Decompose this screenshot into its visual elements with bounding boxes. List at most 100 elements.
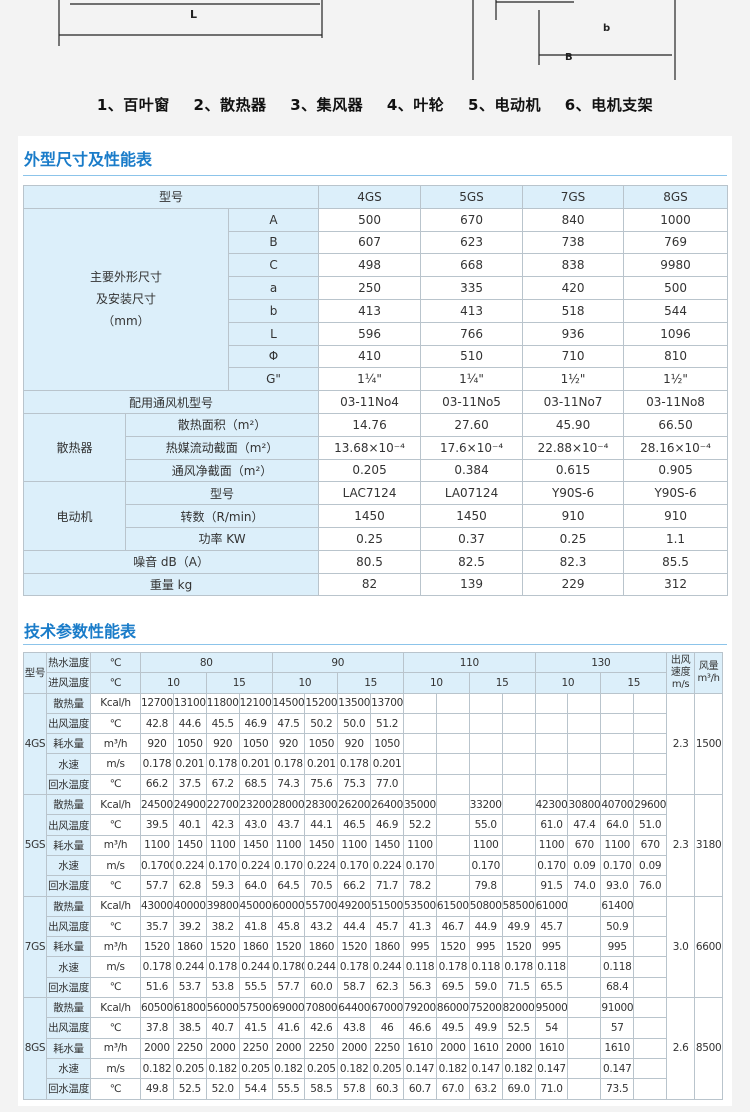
row-label: a — [227, 276, 320, 300]
table-cell: 12100 — [238, 692, 273, 714]
table-cell — [633, 773, 668, 796]
table-cell: 766 — [420, 321, 524, 346]
table-cell: 500 — [623, 276, 729, 300]
header-model-label: 型号 — [22, 185, 320, 209]
table-cell: 1100 — [468, 834, 503, 856]
table-cell: 68.5 — [238, 773, 273, 796]
table-cell: 51.2 — [370, 712, 405, 735]
table-cell — [403, 773, 437, 796]
table-cell: 49.5 — [435, 1017, 470, 1039]
table-cell: 03-11No5 — [420, 390, 524, 414]
row-label: 热媒流动截面（m²） — [124, 435, 320, 460]
table-cell: 1½" — [522, 367, 625, 392]
table-cell: 0.147 — [534, 1057, 569, 1080]
header-model: 8GS — [623, 185, 729, 209]
table-cell: 0.224 — [172, 854, 207, 877]
table-cell: 17.6×10⁻⁴ — [420, 435, 524, 460]
divider — [23, 175, 727, 176]
header-row: 进风温度 ℃ 10 15 10 15 10 15 10 15 — [24, 672, 723, 694]
table-cell: 49200 — [337, 895, 372, 917]
table-cell: 38.2 — [205, 915, 240, 938]
table-cell: 28000 — [271, 794, 306, 816]
param-unit: ℃ — [90, 875, 141, 897]
table-cell: 0.118 — [600, 956, 635, 978]
table-cell — [468, 773, 503, 796]
table-cell: 1100 — [600, 834, 635, 856]
table-row: Φ 410 510 710 810 — [24, 344, 729, 369]
table-cell: 13500 — [337, 692, 372, 714]
param-label: 出风温度 — [46, 814, 91, 836]
table-cell: 11800 — [205, 692, 240, 714]
dimension-diagram: L b B — [58, 0, 676, 80]
param-label: 回水温度 — [46, 976, 91, 999]
table-cell: 61.0 — [534, 814, 569, 836]
table-cell: 42.6 — [304, 1017, 339, 1039]
table-cell: 0.178 — [140, 753, 174, 775]
table-cell: 71.7 — [370, 875, 405, 897]
table-cell — [468, 712, 503, 735]
table-cell: 0.170 — [271, 854, 306, 877]
table-cell: 1096 — [623, 321, 729, 346]
table-row: 出风温度 ℃ 37.8 38.5 40.7 41.5 41.6 42.6 43.8 46 46.6 4… — [24, 1017, 723, 1039]
table-cell: 67000 — [370, 997, 405, 1019]
table-cell: 69.0 — [501, 1078, 536, 1100]
table-row: 功率 KW 0.25 0.37 0.25 1.1 — [24, 526, 729, 551]
table-cell — [468, 753, 503, 775]
table-cell — [633, 712, 668, 735]
table-cell: 44.6 — [172, 712, 207, 735]
table-cell: 0.244 — [370, 956, 405, 978]
table-cell — [567, 733, 602, 755]
table-cell: 2000 — [501, 1037, 536, 1059]
table-cell: 35.7 — [140, 915, 174, 938]
table-cell: 43.0 — [238, 814, 273, 836]
model-name: 5GS — [23, 794, 47, 897]
table-cell: 55.0 — [468, 814, 503, 836]
table-cell: 41.5 — [238, 1017, 273, 1039]
table-cell — [468, 692, 503, 714]
table-cell: 45.90 — [522, 412, 625, 437]
table-cell: 64.5 — [271, 875, 306, 897]
table-row: 耗水量 m³/h 920 1050 920 1050 920 1050 920 1050 — [24, 733, 723, 755]
table-cell: 15200 — [304, 692, 339, 714]
table-cell: 0.205 — [304, 1057, 339, 1080]
header-air-temp: 15 — [337, 672, 405, 694]
table-cell: 0.147 — [468, 1057, 503, 1080]
table-cell: 250 — [318, 276, 422, 300]
table-cell: 1¼" — [318, 367, 422, 392]
table-cell: 37.5 — [172, 773, 207, 796]
table-row: 电动机 型号 LAC7124 LA07124 Y90S-6 Y90S-6 — [23, 481, 729, 551]
table-cell: 1¼" — [420, 367, 524, 392]
header-unit: ℃ — [90, 651, 141, 674]
table-cell: 27.60 — [420, 412, 524, 437]
table-cell: 91000 — [600, 997, 635, 1019]
table-cell: 1050 — [172, 733, 207, 755]
row-label: 型号 — [124, 481, 320, 506]
table-cell: 0.182 — [501, 1057, 536, 1080]
model-name: 8GS — [23, 997, 47, 1100]
table-cell — [567, 773, 602, 796]
table-cell: 995 — [534, 936, 569, 958]
table-cell: 42.8 — [140, 712, 174, 735]
row-label: 功率 KW — [124, 526, 320, 551]
table-cell: 1100 — [205, 834, 240, 856]
table-cell: 1610 — [403, 1037, 437, 1059]
table-cell: 1520 — [271, 936, 306, 958]
dimensions-group-label: 主要外形尺寸 及安装尺寸 （mm） — [23, 207, 229, 392]
param-label: 散热量 — [46, 895, 91, 917]
table-cell: 0.205 — [172, 1057, 207, 1080]
table-cell: 139 — [420, 572, 524, 597]
table-cell — [435, 875, 470, 897]
param-label: 水速 — [46, 1057, 91, 1080]
header-hot-water-temp: 热水温度 — [46, 651, 91, 674]
table-cell: 1450 — [238, 834, 273, 856]
row-label: G" — [227, 367, 320, 392]
table-cell: 59.3 — [205, 875, 240, 897]
table-cell: 1520 — [501, 936, 536, 958]
dim-label-b: b — [603, 23, 610, 34]
table-cell: 0.182 — [140, 1057, 174, 1080]
table-cell: 60.0 — [304, 976, 339, 999]
table-cell: 0.224 — [370, 854, 405, 877]
table-cell: 1860 — [172, 936, 207, 958]
table-cell: 57.7 — [140, 875, 174, 897]
table-cell: 500 — [318, 207, 422, 232]
